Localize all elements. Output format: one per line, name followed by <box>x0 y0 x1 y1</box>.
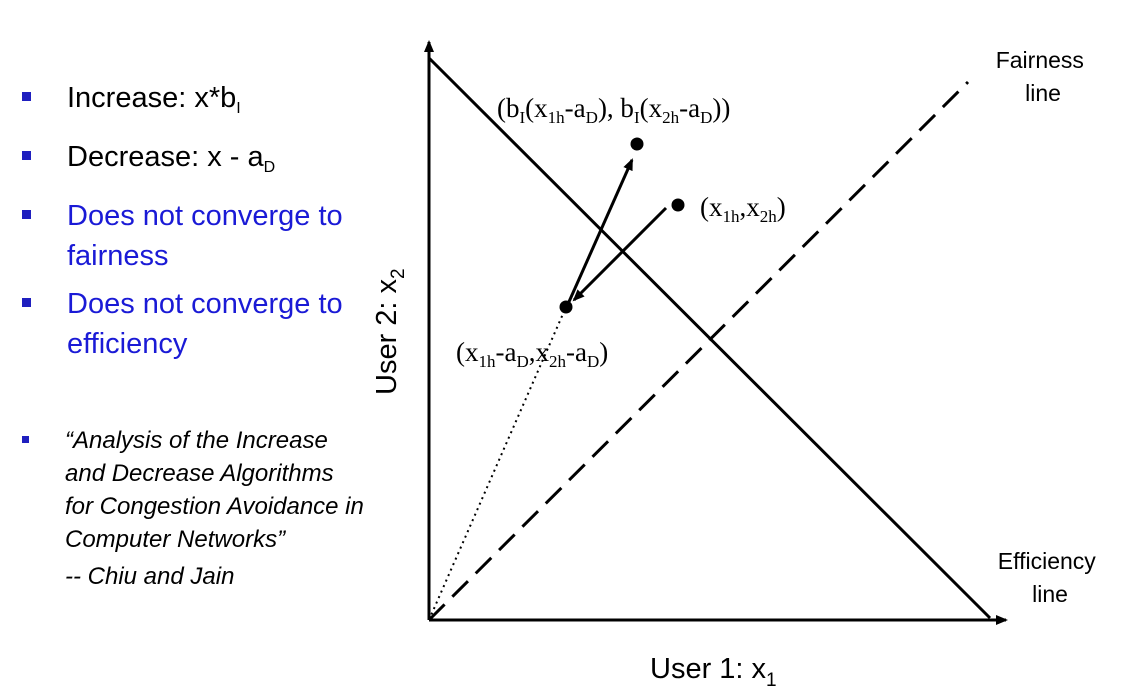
bullet-text: Does not converge to efficiency <box>67 288 343 360</box>
bullet-decrease: Decrease: x - aD <box>22 137 382 188</box>
bullet-marker <box>22 210 31 219</box>
label-after-decrease: (x1h-aD,x2h-aD) <box>456 337 608 371</box>
decrease-arrow <box>572 206 668 302</box>
point-start <box>671 198 685 212</box>
fairness-line <box>427 80 970 622</box>
label-start: (x1h,x2h) <box>700 192 786 226</box>
label-after-increase: (bI(x1h-aD), bI(x2h-aD)) <box>497 93 730 127</box>
bullet-text: Decrease: x - aD <box>67 141 276 176</box>
point-after-increase <box>630 137 644 151</box>
bullet-marker <box>22 151 31 160</box>
citation-author: -- Chiu and Jain <box>65 563 235 590</box>
citation-text: “Analysis of the Increase and Decrease A… <box>65 424 365 593</box>
bullet-text: Does not converge to fairness <box>67 200 343 272</box>
citation-quote: “Analysis of the Increase and Decrease A… <box>65 427 364 553</box>
bullet-fairness: Does not converge to fairness <box>22 196 382 276</box>
point-after-decrease <box>559 300 573 314</box>
x-axis-title: User 1: x1 <box>650 653 777 691</box>
bullet-citation: “Analysis of the Increase and Decrease A… <box>22 424 382 593</box>
bullet-increase: Increase: x*bI <box>22 78 382 129</box>
bullet-text: Increase: x*bI <box>67 82 241 117</box>
bullet-marker <box>22 92 31 101</box>
bullet-marker <box>22 298 31 307</box>
bullet-list: Increase: x*bI Decrease: x - aD Does not… <box>22 78 382 601</box>
bullet-marker <box>22 436 29 443</box>
increase-arrow <box>566 158 634 305</box>
efficiency-label: Efficiency line <box>998 548 1102 607</box>
bullet-efficiency: Does not converge to efficiency <box>22 284 382 364</box>
y-axis-title: User 2: x2 <box>371 268 409 395</box>
fairness-label: Fairness line <box>996 47 1091 106</box>
